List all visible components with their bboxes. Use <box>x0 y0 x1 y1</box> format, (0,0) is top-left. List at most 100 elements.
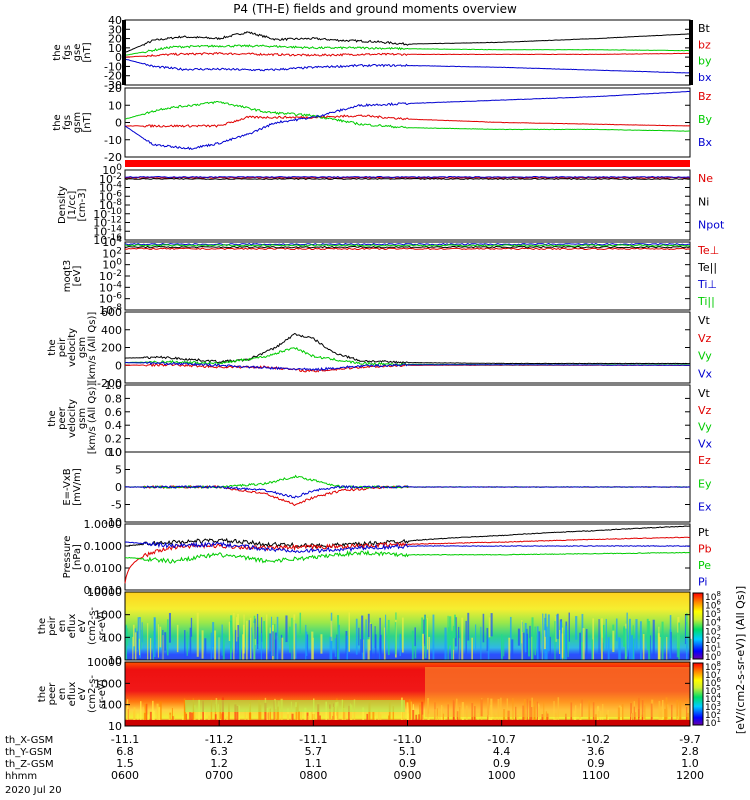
x-tick-zgsm: 1.2 <box>210 757 228 770</box>
heatmap-cell <box>669 629 672 659</box>
heatmap-cell <box>538 631 541 659</box>
heatmap-cell <box>573 710 575 726</box>
legend-Vz: Vz <box>698 332 712 345</box>
legend-Ez: Ez <box>698 454 711 467</box>
heatmap-cell <box>592 618 595 660</box>
heatmap-cell <box>360 639 362 660</box>
heatmap-cell <box>140 701 142 726</box>
heatmap-cell <box>482 613 485 643</box>
heatmap-cell <box>369 622 371 651</box>
y-tick-label: 0 <box>115 51 122 64</box>
heatmap-cell <box>461 617 464 660</box>
y-tick-label: 100 <box>102 258 122 272</box>
heatmap-cell <box>258 699 260 726</box>
heatmap-cell <box>607 637 610 660</box>
heatmap-cell <box>189 627 192 660</box>
series-by <box>124 44 691 56</box>
y-axis-label: the <box>47 339 58 355</box>
heatmap-cell <box>164 632 167 651</box>
heatmap-cell <box>581 613 584 643</box>
heatmap-cell <box>568 612 570 642</box>
heatmap-cell <box>281 637 284 660</box>
heatmap-cell <box>424 619 427 659</box>
y-axis-label: eflux <box>67 614 78 639</box>
heatmap-cell <box>432 614 435 660</box>
y-tick-label: 10-10 <box>93 207 122 221</box>
legend-Ti⊥: Ti⊥ <box>697 278 717 291</box>
heatmap-cell <box>309 711 311 726</box>
heatmap-cell <box>345 708 347 726</box>
legend-bz: bz <box>698 38 711 51</box>
heatmap-cell <box>280 698 283 726</box>
heatmap-cell <box>442 713 445 726</box>
heatmap-cell <box>210 632 212 660</box>
heatmap-cell <box>276 616 279 660</box>
heatmap-cell <box>563 637 566 660</box>
heatmap-cell <box>369 701 371 726</box>
heatmap-cell <box>503 638 505 657</box>
heatmap-cell <box>300 708 302 726</box>
x-tick-zgsm: 1.5 <box>116 757 134 770</box>
panel-peir_eflux: 10000 1000 100 10 the peir en eflux eV (cm2-s-sr-… <box>37 586 692 667</box>
heatmap-cell <box>298 710 301 726</box>
heatmap-cell <box>564 625 568 660</box>
heatmap-cell <box>449 616 452 646</box>
heatmap-cell <box>153 617 156 657</box>
x-tick-hhmm: 0600 <box>111 769 139 782</box>
heatmap-cell <box>201 630 204 659</box>
heatmap-cell <box>444 627 447 660</box>
y-axis-label: sr-eV) <box>97 679 108 708</box>
series-Bz <box>124 114 691 129</box>
heatmap-cell <box>623 626 626 647</box>
heatmap-cell <box>185 713 187 726</box>
heatmap-cell <box>355 618 358 655</box>
panel-pressure: 1.0000 0.1000 0.0100 0.0010 Pressure [nPa] Pt P… <box>62 518 712 597</box>
y-tick-label: 600 <box>101 306 122 319</box>
heatmap-cell <box>543 713 546 726</box>
heatmap-cell <box>666 636 668 660</box>
heatmap-band <box>185 700 405 712</box>
heatmap-cell <box>190 617 193 637</box>
heatmap-cell <box>228 621 231 641</box>
heatmap-cell <box>278 713 280 726</box>
x-tick-xgsm: -10.2 <box>582 733 610 746</box>
y-tick-label: 20 <box>108 82 122 95</box>
colorbar-electron <box>692 662 704 726</box>
heatmap-cell <box>450 631 453 660</box>
y-axis-label: [1/cc] <box>67 191 78 220</box>
heatmap-cell <box>191 712 194 726</box>
heatmap-cell <box>434 709 436 726</box>
heatmap-cell <box>264 702 267 726</box>
heatmap-cell <box>239 638 242 660</box>
heatmap-cell <box>221 624 223 656</box>
y-tick-label: 100 <box>101 631 122 644</box>
legend-Ne: Ne <box>698 172 713 185</box>
series-Ti⊥ <box>124 243 690 246</box>
heatmap-cell <box>648 621 651 660</box>
heatmap-cell <box>660 710 663 726</box>
heatmap-cell <box>230 620 232 660</box>
heatmap-cell <box>423 619 426 644</box>
heatmap-cell <box>306 712 309 726</box>
heatmap-cell <box>158 707 161 726</box>
heatmap-cell <box>287 713 289 726</box>
legend-Vt: Vt <box>698 314 711 327</box>
colorbar-tick-label: 106 <box>705 676 721 689</box>
heatmap-cell <box>579 632 581 655</box>
y-axis-label: [eV] <box>72 266 83 287</box>
heatmap-cell <box>222 633 225 660</box>
y-axis-label: [nT] <box>82 112 93 132</box>
x-tick-hhmm: 0900 <box>394 769 422 782</box>
heatmap-cell <box>157 624 159 658</box>
heatmap-cell <box>643 712 646 726</box>
panel-frame <box>124 241 691 311</box>
x-tick-ygsm: 5.1 <box>399 745 417 758</box>
heatmap-cell <box>243 614 245 648</box>
heatmap-cell <box>598 619 600 654</box>
y-tick-label: 10-4 <box>99 280 122 294</box>
heatmap-cell <box>166 619 169 656</box>
heatmap-cell <box>419 704 421 726</box>
heatmap-cell <box>414 637 417 659</box>
heatmap-cell <box>661 621 664 660</box>
y-axis-label: the <box>52 44 63 60</box>
